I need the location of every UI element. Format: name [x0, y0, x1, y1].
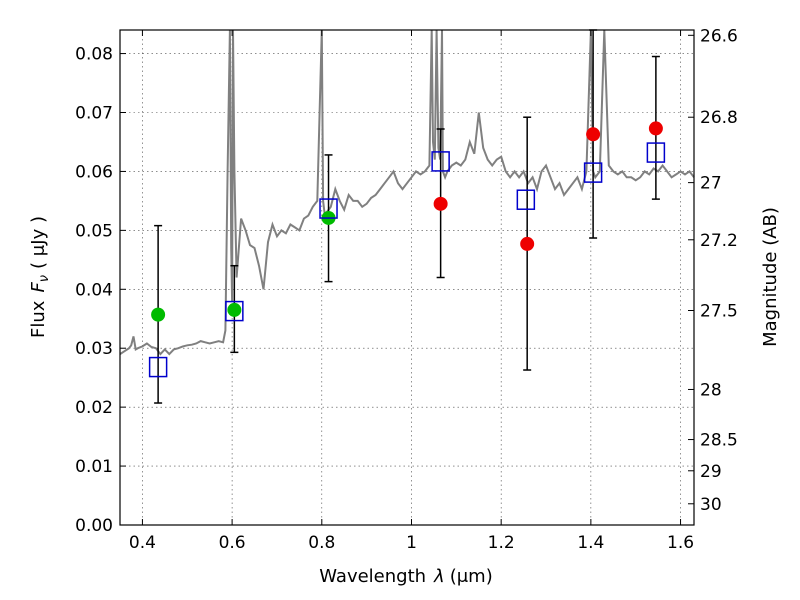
y-tick-label: 0.00 — [75, 516, 113, 536]
x-tick-label: 0.8 — [308, 533, 335, 553]
x-tick-label: 0.4 — [129, 533, 156, 553]
axis-ticks: 0.4 0.6 0.8 1 1.2 1.4 1.6 0.00 0.01 0.02 0.03 0.04 0… — [75, 26, 738, 553]
x-tick-label: 0.6 — [219, 533, 246, 553]
model-photometry-point — [148, 356, 168, 378]
observed-point — [586, 127, 601, 142]
y-tick-label: 0.03 — [75, 339, 113, 359]
model-photometry-point — [431, 151, 450, 172]
y-tick-label: 0.02 — [75, 398, 113, 418]
y-tick-label: 0.04 — [75, 280, 113, 300]
model-spectrum-line — [119, 29, 695, 356]
spectrum-layer — [119, 29, 695, 356]
y-tick-label: 0.01 — [75, 457, 113, 477]
y-tick-label: 0.06 — [75, 162, 113, 182]
y-axis-title: FluxFν( μJy ) — [28, 216, 52, 338]
model-photometry-point — [319, 198, 338, 219]
y2-tick-label: 26.6 — [700, 26, 738, 46]
x-tick-label: 1.6 — [667, 533, 694, 553]
observed-point — [227, 302, 242, 317]
markers — [148, 121, 666, 378]
x-tick-label: 1.4 — [577, 533, 604, 553]
y2-tick-label: 30 — [700, 495, 722, 515]
y-tick-label: 0.08 — [75, 45, 113, 65]
x-axis-title: Wavelength λ (μm) — [319, 566, 492, 587]
y2-tick-label: 28.5 — [700, 431, 738, 451]
model-photometry-point — [225, 300, 244, 322]
x-tick-label: 1.2 — [488, 533, 515, 553]
y2-tick-label: 28 — [700, 380, 722, 400]
grid — [120, 30, 694, 525]
y2-tick-label: 27 — [700, 174, 722, 194]
y2-tick-label: 27.5 — [700, 302, 738, 322]
y-tick-label: 0.07 — [75, 104, 113, 124]
x-tick-label: 1 — [406, 533, 417, 553]
observed-point — [433, 196, 448, 211]
model-photometry-point — [646, 142, 666, 163]
observed-point — [151, 307, 166, 322]
y2-axis-title: Magnitude (AB) — [760, 207, 781, 347]
observed-point — [648, 121, 663, 136]
y-tick-label: 0.05 — [75, 221, 113, 241]
y2-tick-label: 29 — [700, 462, 722, 482]
y2-tick-label: 27.2 — [700, 231, 738, 251]
observed-point — [520, 236, 535, 251]
y2-tick-label: 26.8 — [700, 108, 738, 128]
plot-frame — [119, 29, 695, 526]
model-photometry-point — [583, 162, 603, 183]
model-photometry-point — [516, 189, 536, 210]
